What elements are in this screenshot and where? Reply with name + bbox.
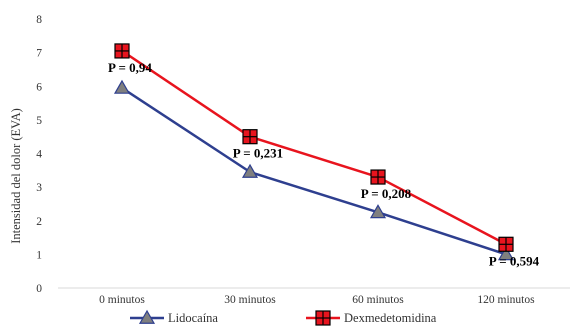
y-tick-label: 6 <box>36 81 42 93</box>
legend-label-dexmedetomidina: Dexmedetomidina <box>344 311 437 325</box>
x-tick-label: 60 minutos <box>352 294 404 306</box>
y-axis-label: Intensidad del dolor (EVA) <box>9 108 23 244</box>
y-tick-label: 4 <box>36 149 42 161</box>
series-point-lidocaina <box>113 79 131 94</box>
series-point-dexmedetomidina <box>242 129 258 145</box>
series-line-dexmedetomidina <box>121 49 507 246</box>
p-value-annotation: P = 0,594 <box>489 253 540 268</box>
y-tick-label: 0 <box>36 283 42 295</box>
legend-marker-lidocaina <box>138 309 156 324</box>
x-tick-label: 30 minutos <box>224 294 276 306</box>
x-tick-label: 120 minutos <box>477 294 535 306</box>
legend-marker-dexmedetomidina <box>315 310 331 326</box>
series-point-lidocaina <box>369 204 387 219</box>
y-tick-label: 5 <box>36 115 42 127</box>
legend: Lidocaína Dexmedetomidina <box>130 309 437 326</box>
p-value-annotation: P = 0,94 <box>108 60 152 75</box>
y-tick-label: 3 <box>36 182 42 194</box>
series-point-lidocaina <box>497 246 515 261</box>
x-tick-label: 0 minutos <box>99 294 145 306</box>
y-tick-label: 2 <box>36 216 42 228</box>
series-point-lidocaina <box>241 163 259 178</box>
series-point-dexmedetomidina <box>498 236 514 252</box>
y-tick-label: 7 <box>36 48 42 60</box>
series-point-dexmedetomidina <box>370 169 386 185</box>
y-tick-label: 8 <box>36 14 42 26</box>
series-point-dexmedetomidina <box>114 43 130 59</box>
series-line-lidocaina <box>121 86 507 256</box>
p-value-annotation: P = 0,208 <box>361 186 412 201</box>
p-value-annotation: P = 0,231 <box>233 146 283 161</box>
y-tick-label: 1 <box>36 249 42 261</box>
legend-label-lidocaina: Lidocaína <box>168 311 218 325</box>
